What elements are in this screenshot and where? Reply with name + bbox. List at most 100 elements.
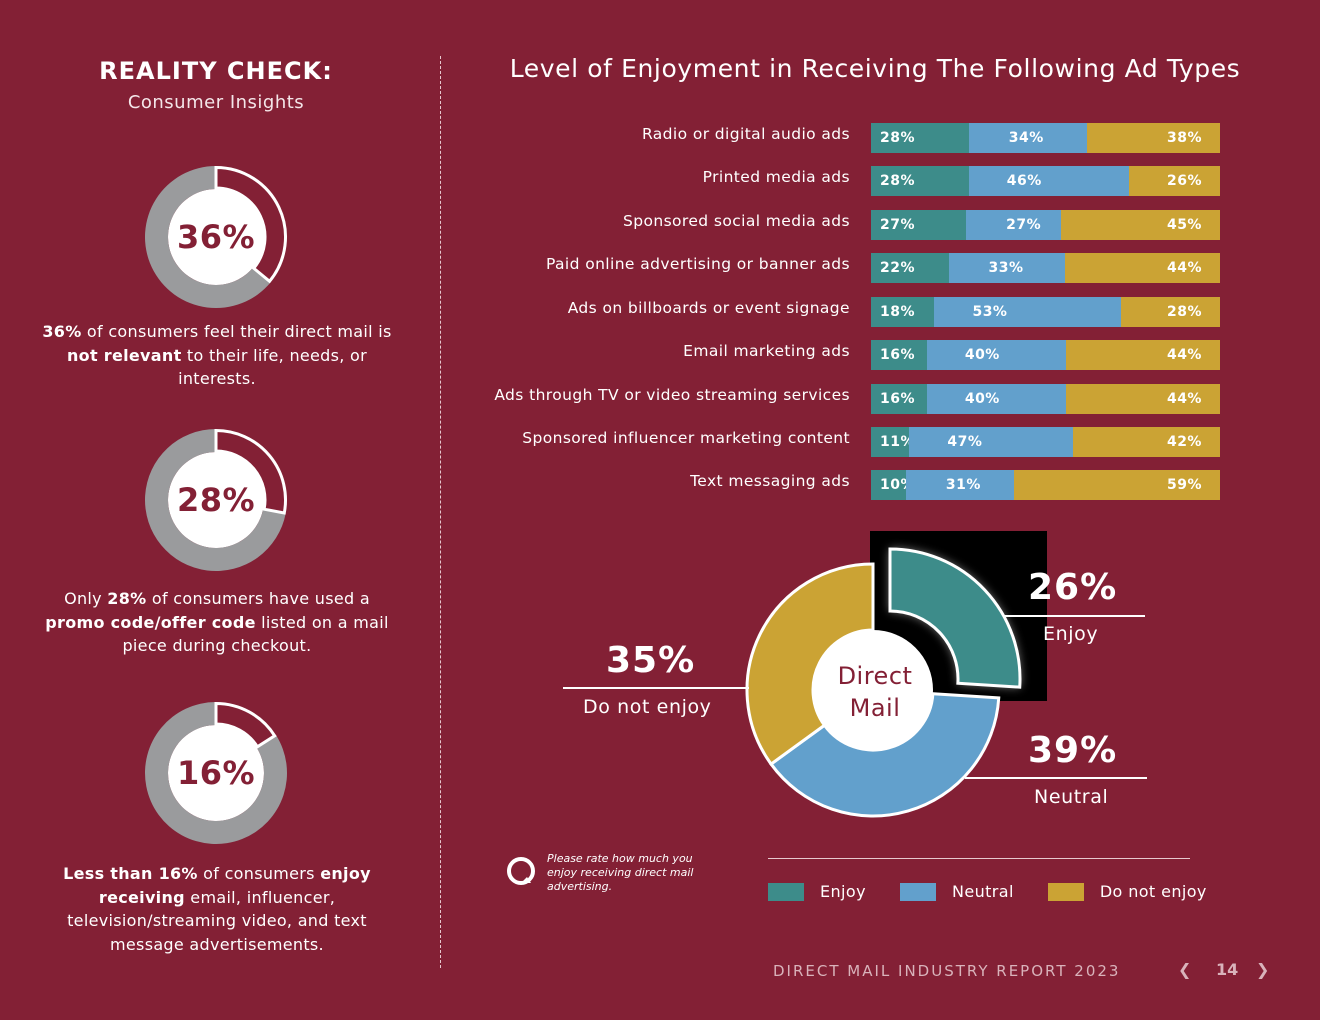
panel-title: REALITY CHECK: xyxy=(99,57,333,85)
bar-segment-enjoy: 27% xyxy=(871,210,967,240)
bar-row: 22% 33% 44% xyxy=(871,253,1220,283)
bar-value-label: 27% xyxy=(880,217,916,233)
dashed-divider xyxy=(440,56,441,968)
bar-value-label: 45% xyxy=(1166,217,1202,233)
bar-value-label: 10% xyxy=(880,477,916,493)
bar-value-label: 16% xyxy=(880,347,916,363)
bar-segment-neutral: 31% xyxy=(905,470,1015,500)
bar-category-label: Sponsored social media ads xyxy=(622,212,850,230)
pie-center-label: Direct Mail xyxy=(816,660,934,724)
bar-value-label: 38% xyxy=(1166,130,1202,146)
insight-text: Less than 16% of consumers enjoy receivi… xyxy=(63,864,371,954)
bar-value-label: 11% xyxy=(880,434,916,450)
donut-percent-label: 16% xyxy=(176,754,256,792)
bar-row: 18% 53% 28% xyxy=(871,297,1220,327)
donut-percent-label: 36% xyxy=(176,218,256,256)
bar-segment-enjoy: 16% xyxy=(871,384,927,414)
donut-svg xyxy=(145,165,287,308)
bar-segment-notenjoy: 26% xyxy=(1129,166,1220,196)
legend-swatch-notenjoy xyxy=(1047,882,1084,901)
bar-segment-notenjoy: 28% xyxy=(1121,297,1220,327)
bar-value-label: 28% xyxy=(880,130,916,146)
bar-category-label: Paid online advertising or banner ads xyxy=(545,255,850,273)
pie-center-line-2: Mail xyxy=(849,694,901,722)
donut-hole xyxy=(168,189,264,285)
donut-remainder-slice xyxy=(145,429,286,571)
bar-segment-notenjoy: 42% xyxy=(1073,427,1220,457)
bar-value-label: 22% xyxy=(880,260,916,276)
bar-chart-title: Level of Enjoyment in Receiving The Foll… xyxy=(509,54,1241,83)
donut-value-slice xyxy=(214,428,287,515)
bar-segment-notenjoy: 44% xyxy=(1066,384,1220,414)
enjoy-callout-line xyxy=(1003,615,1145,617)
bar-value-label: 42% xyxy=(1166,434,1202,450)
legend-label-notenjoy: Do not enjoy xyxy=(1099,882,1207,901)
chevron-left-icon[interactable]: ❮ xyxy=(1178,960,1192,979)
bar-value-label: 34% xyxy=(1008,130,1044,146)
donut-svg xyxy=(145,701,287,844)
bar-value-label: 59% xyxy=(1166,477,1202,493)
bar-segment-neutral: 27% xyxy=(966,210,1062,240)
bar-category-label: Email marketing ads xyxy=(683,342,850,360)
bar-value-label: 31% xyxy=(945,477,981,493)
bar-segment-neutral: 53% xyxy=(934,297,1122,327)
bar-value-label: 40% xyxy=(964,347,1000,363)
bar-category-label: Text messaging ads xyxy=(690,472,850,490)
legend-swatch-enjoy xyxy=(768,882,804,901)
bar-value-label: 44% xyxy=(1166,391,1202,407)
donut-value-slice xyxy=(214,701,277,749)
bar-segment-neutral: 40% xyxy=(926,384,1067,414)
bar-segment-notenjoy: 38% xyxy=(1087,123,1220,153)
legend-label-neutral: Neutral xyxy=(951,882,1014,901)
neutral-callout-line xyxy=(965,777,1147,779)
bar-row: 28% 34% 38% xyxy=(871,123,1220,153)
donut-chart-28: 28% xyxy=(143,427,289,573)
pie-legend: Enjoy Neutral Do not enjoy xyxy=(768,882,1207,901)
donut-hole xyxy=(168,452,264,548)
survey-question-note: Please rate how much you enjoy receiving… xyxy=(547,852,694,893)
donut-remainder-slice xyxy=(145,702,287,844)
bar-segment-enjoy: 11% xyxy=(871,427,915,457)
bar-row: 10% 31% 59% xyxy=(871,470,1220,500)
bar-row: 16% 40% 44% xyxy=(871,384,1220,414)
bar-value-label: 46% xyxy=(1006,173,1042,189)
bar-segment-enjoy: 18% xyxy=(871,297,935,327)
bar-row: 28% 46% 26% xyxy=(871,166,1220,196)
donut-percent-label: 28% xyxy=(176,481,256,519)
donut-chart-36: 36% xyxy=(143,164,289,310)
bar-segment-neutral: 40% xyxy=(926,340,1067,370)
bar-segment-notenjoy: 59% xyxy=(1014,470,1220,500)
donut-hole xyxy=(168,725,264,821)
bar-segment-neutral: 33% xyxy=(948,253,1065,283)
legend-divider xyxy=(768,858,1190,859)
insights-panel: REALITY CHECK: Consumer Insights 36% 36%… xyxy=(0,0,440,1020)
notenjoy-callout-line xyxy=(563,687,749,689)
bar-value-label: 18% xyxy=(880,304,916,320)
bar-value-label: 53% xyxy=(972,304,1008,320)
bar-category-label: Printed media ads xyxy=(702,168,850,186)
bar-value-label: 44% xyxy=(1166,260,1202,276)
bar-row: 11% 47% 42% xyxy=(871,427,1220,457)
bar-segment-neutral: 46% xyxy=(968,166,1130,196)
bar-value-label: 44% xyxy=(1166,347,1202,363)
bar-category-label: Radio or digital audio ads xyxy=(641,125,850,143)
bar-segment-notenjoy: 44% xyxy=(1064,253,1220,283)
bar-segment-notenjoy: 44% xyxy=(1066,340,1220,370)
bar-segment-neutral: 47% xyxy=(909,427,1074,457)
neutral-callout-label: Neutral xyxy=(1034,786,1109,808)
bar-category-label: Ads on billboards or event signage xyxy=(567,299,850,317)
neutral-callout-value: 39% xyxy=(1028,730,1118,771)
bar-category-label: Ads through TV or video streaming servic… xyxy=(494,386,850,404)
bar-row: 27% 27% 45% xyxy=(871,210,1220,240)
enjoy-callout-value: 26% xyxy=(1028,567,1118,608)
chevron-right-icon[interactable]: ❯ xyxy=(1256,960,1270,979)
donut-remainder-slice xyxy=(145,166,271,308)
bar-segment-enjoy: 22% xyxy=(871,253,949,283)
donut-value-slice xyxy=(214,165,287,284)
bar-segment-enjoy: 16% xyxy=(871,340,927,370)
notenjoy-callout-value: 35% xyxy=(606,640,696,681)
bar-segment-enjoy: 28% xyxy=(871,166,969,196)
legend-label-enjoy: Enjoy xyxy=(820,882,866,901)
pie-center-line-1: Direct xyxy=(837,662,913,690)
bar-value-label: 47% xyxy=(947,434,983,450)
